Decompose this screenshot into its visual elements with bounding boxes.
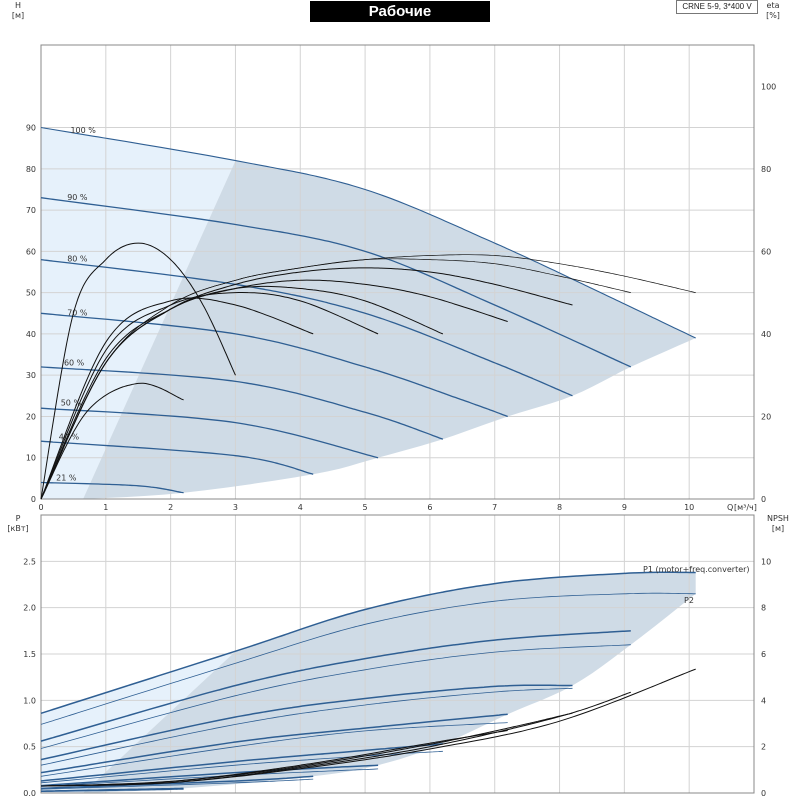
- y-axis-label: H: [15, 1, 21, 10]
- efficiency-curve: [40, 382, 184, 500]
- efficiency-curve: [40, 242, 236, 500]
- right-axis-label: eta: [767, 1, 780, 10]
- power-panel-frame: [40, 514, 755, 794]
- right-tick-label: 0: [761, 789, 766, 798]
- x-tick-label: 8: [557, 503, 562, 512]
- right-tick-label: 60: [761, 247, 771, 256]
- npsh-curve: [40, 730, 508, 787]
- right-tick-label: 40: [761, 330, 771, 339]
- efficiency-curve: [40, 279, 508, 500]
- right-tick-label: 2: [761, 743, 766, 752]
- y-tick-label: 30: [26, 371, 36, 380]
- right-tick-label: 80: [761, 165, 771, 174]
- right-tick-label: 8: [761, 604, 766, 613]
- y-tick-label: 80: [26, 165, 36, 174]
- speed-label: 60 %: [64, 359, 85, 368]
- speed-label: 100 %: [70, 126, 96, 135]
- right-tick-label: 10: [761, 557, 771, 566]
- x-tick-label: 1: [103, 503, 108, 512]
- right-tick-label: 20: [761, 412, 771, 421]
- p1-curve: [40, 571, 696, 715]
- x-tick-label: 7: [492, 503, 497, 512]
- y-tick-label: 0: [31, 495, 36, 504]
- speed-label: 80 %: [67, 255, 88, 264]
- head-panel-frame: [40, 44, 755, 500]
- model-label: CRNE 5-9, 3*400 V: [676, 0, 758, 14]
- npsh-curve: [40, 691, 632, 787]
- power-envelope: [83, 572, 696, 793]
- y-tick-label: 2.5: [23, 557, 36, 566]
- x-axis-unit: [м³/ч]: [734, 503, 757, 512]
- y-tick-label: 10: [26, 454, 36, 463]
- x-tick-label: 10: [684, 503, 694, 512]
- power-axis-unit: [кВт]: [7, 524, 28, 533]
- speed-curve: [40, 481, 184, 494]
- efficiency-curve: [40, 291, 379, 500]
- chart-title: Рабочие характеристики: [310, 1, 490, 41]
- x-tick-label: 9: [622, 503, 627, 512]
- y-tick-label: 40: [26, 330, 36, 339]
- y-tick-label: 1.5: [23, 650, 36, 659]
- y-tick-label: 0.5: [23, 743, 36, 752]
- speed-label: 21 %: [56, 473, 77, 482]
- right-tick-label: 0: [761, 495, 766, 504]
- y-tick-label: 0.0: [23, 789, 36, 798]
- speed-curve: [40, 312, 508, 418]
- x-axis-label: Q: [727, 503, 733, 512]
- right-axis-unit: [%]: [766, 11, 780, 20]
- x-tick-label: 5: [363, 503, 368, 512]
- y-tick-label: 90: [26, 124, 36, 133]
- p1-curve: [40, 684, 573, 761]
- speed-label: 50 %: [61, 399, 82, 408]
- p2-curve: [40, 687, 573, 766]
- x-tick-label: 6: [427, 503, 432, 512]
- efficiency-curve: [40, 285, 444, 500]
- x-tick-label: 2: [168, 503, 173, 512]
- power-axis-label: P: [16, 514, 21, 523]
- speed-curve: [40, 440, 314, 475]
- p2-curve: [40, 778, 314, 790]
- y-tick-label: 20: [26, 412, 36, 421]
- y-tick-label: 50: [26, 289, 36, 298]
- right-tick-label: 6: [761, 650, 766, 659]
- y-tick-label: 70: [26, 206, 36, 215]
- right-tick-label: 4: [761, 696, 766, 705]
- y-axis-unit: [м]: [12, 11, 24, 20]
- p2-curve: [40, 644, 631, 749]
- speed-label: 70 %: [67, 308, 88, 317]
- speed-label: 40 %: [59, 433, 80, 442]
- p1-series-label: P1 (motor+freq.converter): [643, 565, 750, 574]
- right-tick-label: 100: [761, 82, 776, 91]
- speed-curve: [40, 366, 444, 440]
- p1-curve: [40, 787, 184, 792]
- y-tick-label: 2.0: [23, 604, 36, 613]
- speed-curve: [40, 197, 632, 368]
- p2-curve: [40, 592, 696, 725]
- speed-curve: [40, 126, 696, 339]
- x-tick-label: 3: [233, 503, 238, 512]
- operating-envelope: [83, 160, 696, 499]
- p2-curve: [40, 788, 184, 792]
- p1-curve: [40, 630, 631, 742]
- x-tick-label: 4: [298, 503, 303, 512]
- p2-curve: [40, 722, 508, 777]
- speed-curve: [40, 407, 379, 459]
- p2-curve: [40, 750, 443, 784]
- npsh-axis-label: NPSH: [767, 514, 789, 523]
- y-tick-label: 1.0: [23, 696, 36, 705]
- p1-curve: [40, 775, 314, 790]
- x-tick-label: 0: [38, 503, 43, 512]
- p2-series-label: P2: [684, 596, 694, 605]
- npsh-axis-unit: [м]: [772, 524, 784, 533]
- p1-curve: [40, 764, 379, 787]
- speed-curve: [40, 258, 573, 397]
- light-power-area: [41, 651, 236, 793]
- speed-label: 90 %: [67, 193, 88, 202]
- efficiency-curve: [40, 297, 314, 500]
- p1-curve: [40, 713, 508, 774]
- y-tick-label: 60: [26, 247, 36, 256]
